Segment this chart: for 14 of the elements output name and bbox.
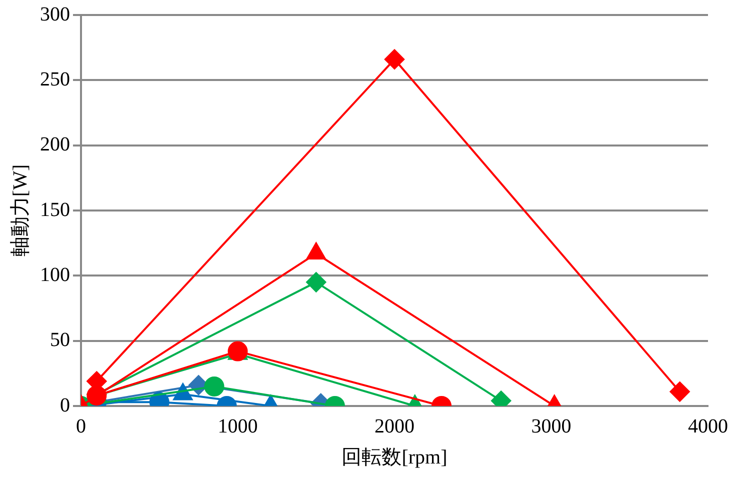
y-tick-label: 100 xyxy=(40,264,70,286)
x-tick-label: 4000 xyxy=(688,415,728,438)
y-tick-label: 50 xyxy=(50,329,70,352)
x-axis-title: 回転数[rpm] xyxy=(342,446,448,468)
y-tick-label: 200 xyxy=(40,134,70,156)
x-tick-label: 2000 xyxy=(374,415,414,438)
y-tick-label: 250 xyxy=(40,68,70,90)
x-tick-label: 3000 xyxy=(531,415,572,438)
x-tick-label: 0 xyxy=(76,415,86,438)
y-tick-label: 150 xyxy=(40,198,70,221)
y-tick-label: 300 xyxy=(40,3,70,26)
y-axis-title: 軸動力[W] xyxy=(9,164,32,257)
x-tick-label: 1000 xyxy=(218,415,258,438)
y-tick-label: 0 xyxy=(60,394,70,416)
